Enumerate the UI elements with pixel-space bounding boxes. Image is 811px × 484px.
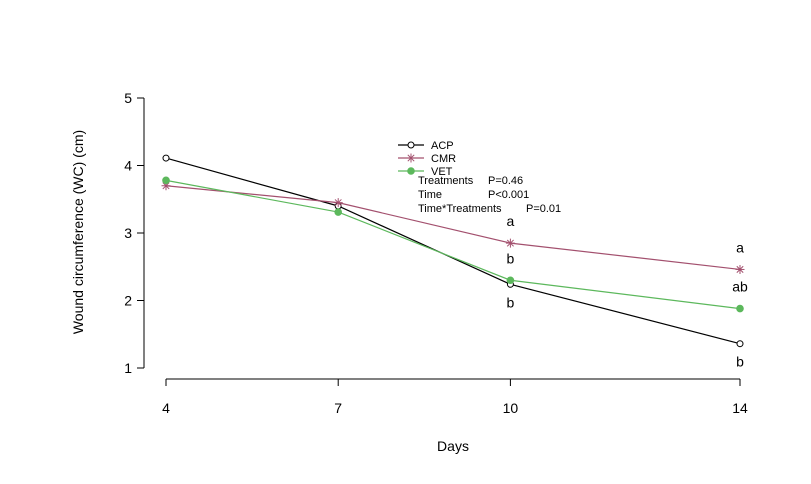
stat-value: P=0.46 xyxy=(488,175,523,187)
data-point-cmr-stroke xyxy=(736,265,744,274)
significance-label: ab xyxy=(732,279,748,295)
series-layer xyxy=(161,154,745,348)
significance-label: b xyxy=(507,250,515,266)
data-point-cmr xyxy=(735,264,745,274)
x-tick-label: 14 xyxy=(732,400,748,416)
series-line-vet xyxy=(165,179,741,310)
stat-label: Time xyxy=(418,189,442,201)
y-tick-label: 4 xyxy=(124,158,132,174)
legend-marker-cmr-stroke xyxy=(407,154,415,162)
legend-marker-acp xyxy=(407,141,415,149)
stat-label: Treatments xyxy=(418,175,474,187)
y-tick-label: 1 xyxy=(124,360,132,376)
y-tick-label: 5 xyxy=(124,90,132,106)
x-tick-label: 4 xyxy=(162,400,170,416)
legend-marker-cmr xyxy=(406,153,416,163)
significance-label: b xyxy=(507,294,515,310)
stat-value: P=0.01 xyxy=(526,203,561,215)
data-point-acp xyxy=(162,154,170,162)
significance-label: b xyxy=(736,354,744,370)
legend-label-cmr: CMR xyxy=(431,153,456,165)
legend-marker-vet xyxy=(407,167,415,175)
significance-label: a xyxy=(736,239,744,255)
legend-label-acp: ACP xyxy=(431,140,454,152)
data-point-cmr-stroke xyxy=(162,182,170,190)
legend-label-vet: VET xyxy=(431,166,453,178)
data-point-vet xyxy=(506,276,515,285)
data-point-vet xyxy=(162,176,170,185)
data-point-cmr-stroke xyxy=(334,199,342,207)
data-point-vet xyxy=(334,208,343,216)
data-point-cmr-stroke xyxy=(506,239,514,247)
y-axis-title: Wound circumference (WC) (cm) xyxy=(70,130,86,334)
stat-value: P<0.001 xyxy=(488,189,529,201)
data-point-cmr xyxy=(333,198,343,208)
series-line-acp xyxy=(165,157,741,345)
x-axis-title: Days xyxy=(437,438,469,454)
y-tick-label: 2 xyxy=(124,293,132,309)
axes: 4 7 10 14 1 2 3 4 5 xyxy=(124,90,748,416)
significance-label: a xyxy=(507,213,515,229)
x-tick-label: 7 xyxy=(334,400,342,416)
series-line-cmr xyxy=(165,185,741,271)
data-point-acp xyxy=(736,340,744,348)
data-point-vet xyxy=(736,304,744,313)
data-point-cmr xyxy=(505,238,515,248)
stat-label: Time*Treatments xyxy=(418,203,502,215)
y-tick-label: 3 xyxy=(124,225,132,241)
x-tick-label: 10 xyxy=(503,400,519,416)
